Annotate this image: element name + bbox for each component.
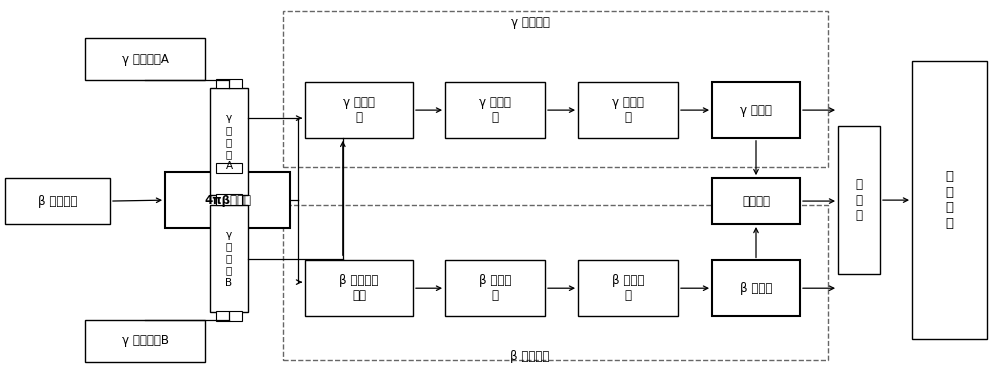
Bar	[712, 260, 800, 316]
Bar	[210, 88, 248, 195]
Text: β 高压电源: β 高压电源	[38, 195, 77, 208]
Bar	[216, 163, 242, 173]
Text: β 检测支路: β 检测支路	[510, 350, 550, 363]
Text: γ 门电路: γ 门电路	[740, 104, 772, 116]
Bar	[216, 79, 242, 88]
Bar	[712, 82, 800, 138]
Bar	[305, 260, 413, 316]
Text: β 主放模
块: β 主放模 块	[479, 274, 511, 303]
Bar	[216, 311, 242, 321]
Bar	[283, 205, 828, 360]
Text: γ 检测支路: γ 检测支路	[511, 16, 549, 29]
Bar	[578, 260, 678, 316]
Bar	[445, 82, 545, 138]
Bar	[85, 320, 205, 362]
Bar	[283, 11, 828, 167]
Bar	[5, 178, 110, 224]
Bar	[210, 205, 248, 312]
Bar	[838, 126, 880, 274]
Bar	[305, 82, 413, 138]
Text: β 前置放大
模块: β 前置放大 模块	[339, 274, 379, 303]
Text: 4πβ探测器: 4πβ探测器	[204, 194, 251, 206]
Text: 处
理
模
块: 处 理 模 块	[946, 170, 954, 230]
Bar	[165, 172, 290, 228]
Bar	[445, 260, 545, 316]
Text: γ 单道模
块: γ 单道模 块	[612, 96, 644, 124]
Bar	[578, 82, 678, 138]
Text: 符合电路: 符合电路	[742, 195, 770, 208]
Text: γ
探
测
器
B: γ 探 测 器 B	[225, 229, 233, 288]
Text: γ 主放模
块: γ 主放模 块	[479, 96, 511, 124]
Text: γ 混合模
块: γ 混合模 块	[343, 96, 375, 124]
Bar	[712, 178, 800, 224]
Text: γ
探
测
器
A: γ 探 测 器 A	[225, 113, 233, 171]
Text: γ 高压电源B: γ 高压电源B	[122, 334, 169, 347]
Text: β 门电路: β 门电路	[740, 282, 772, 295]
Text: 计
数
器: 计 数 器	[856, 178, 862, 222]
Text: γ 高压电源A: γ 高压电源A	[122, 53, 168, 66]
Bar	[912, 61, 987, 339]
Text: β 单道模
块: β 单道模 块	[612, 274, 644, 303]
Bar	[216, 194, 242, 205]
Bar	[85, 38, 205, 80]
